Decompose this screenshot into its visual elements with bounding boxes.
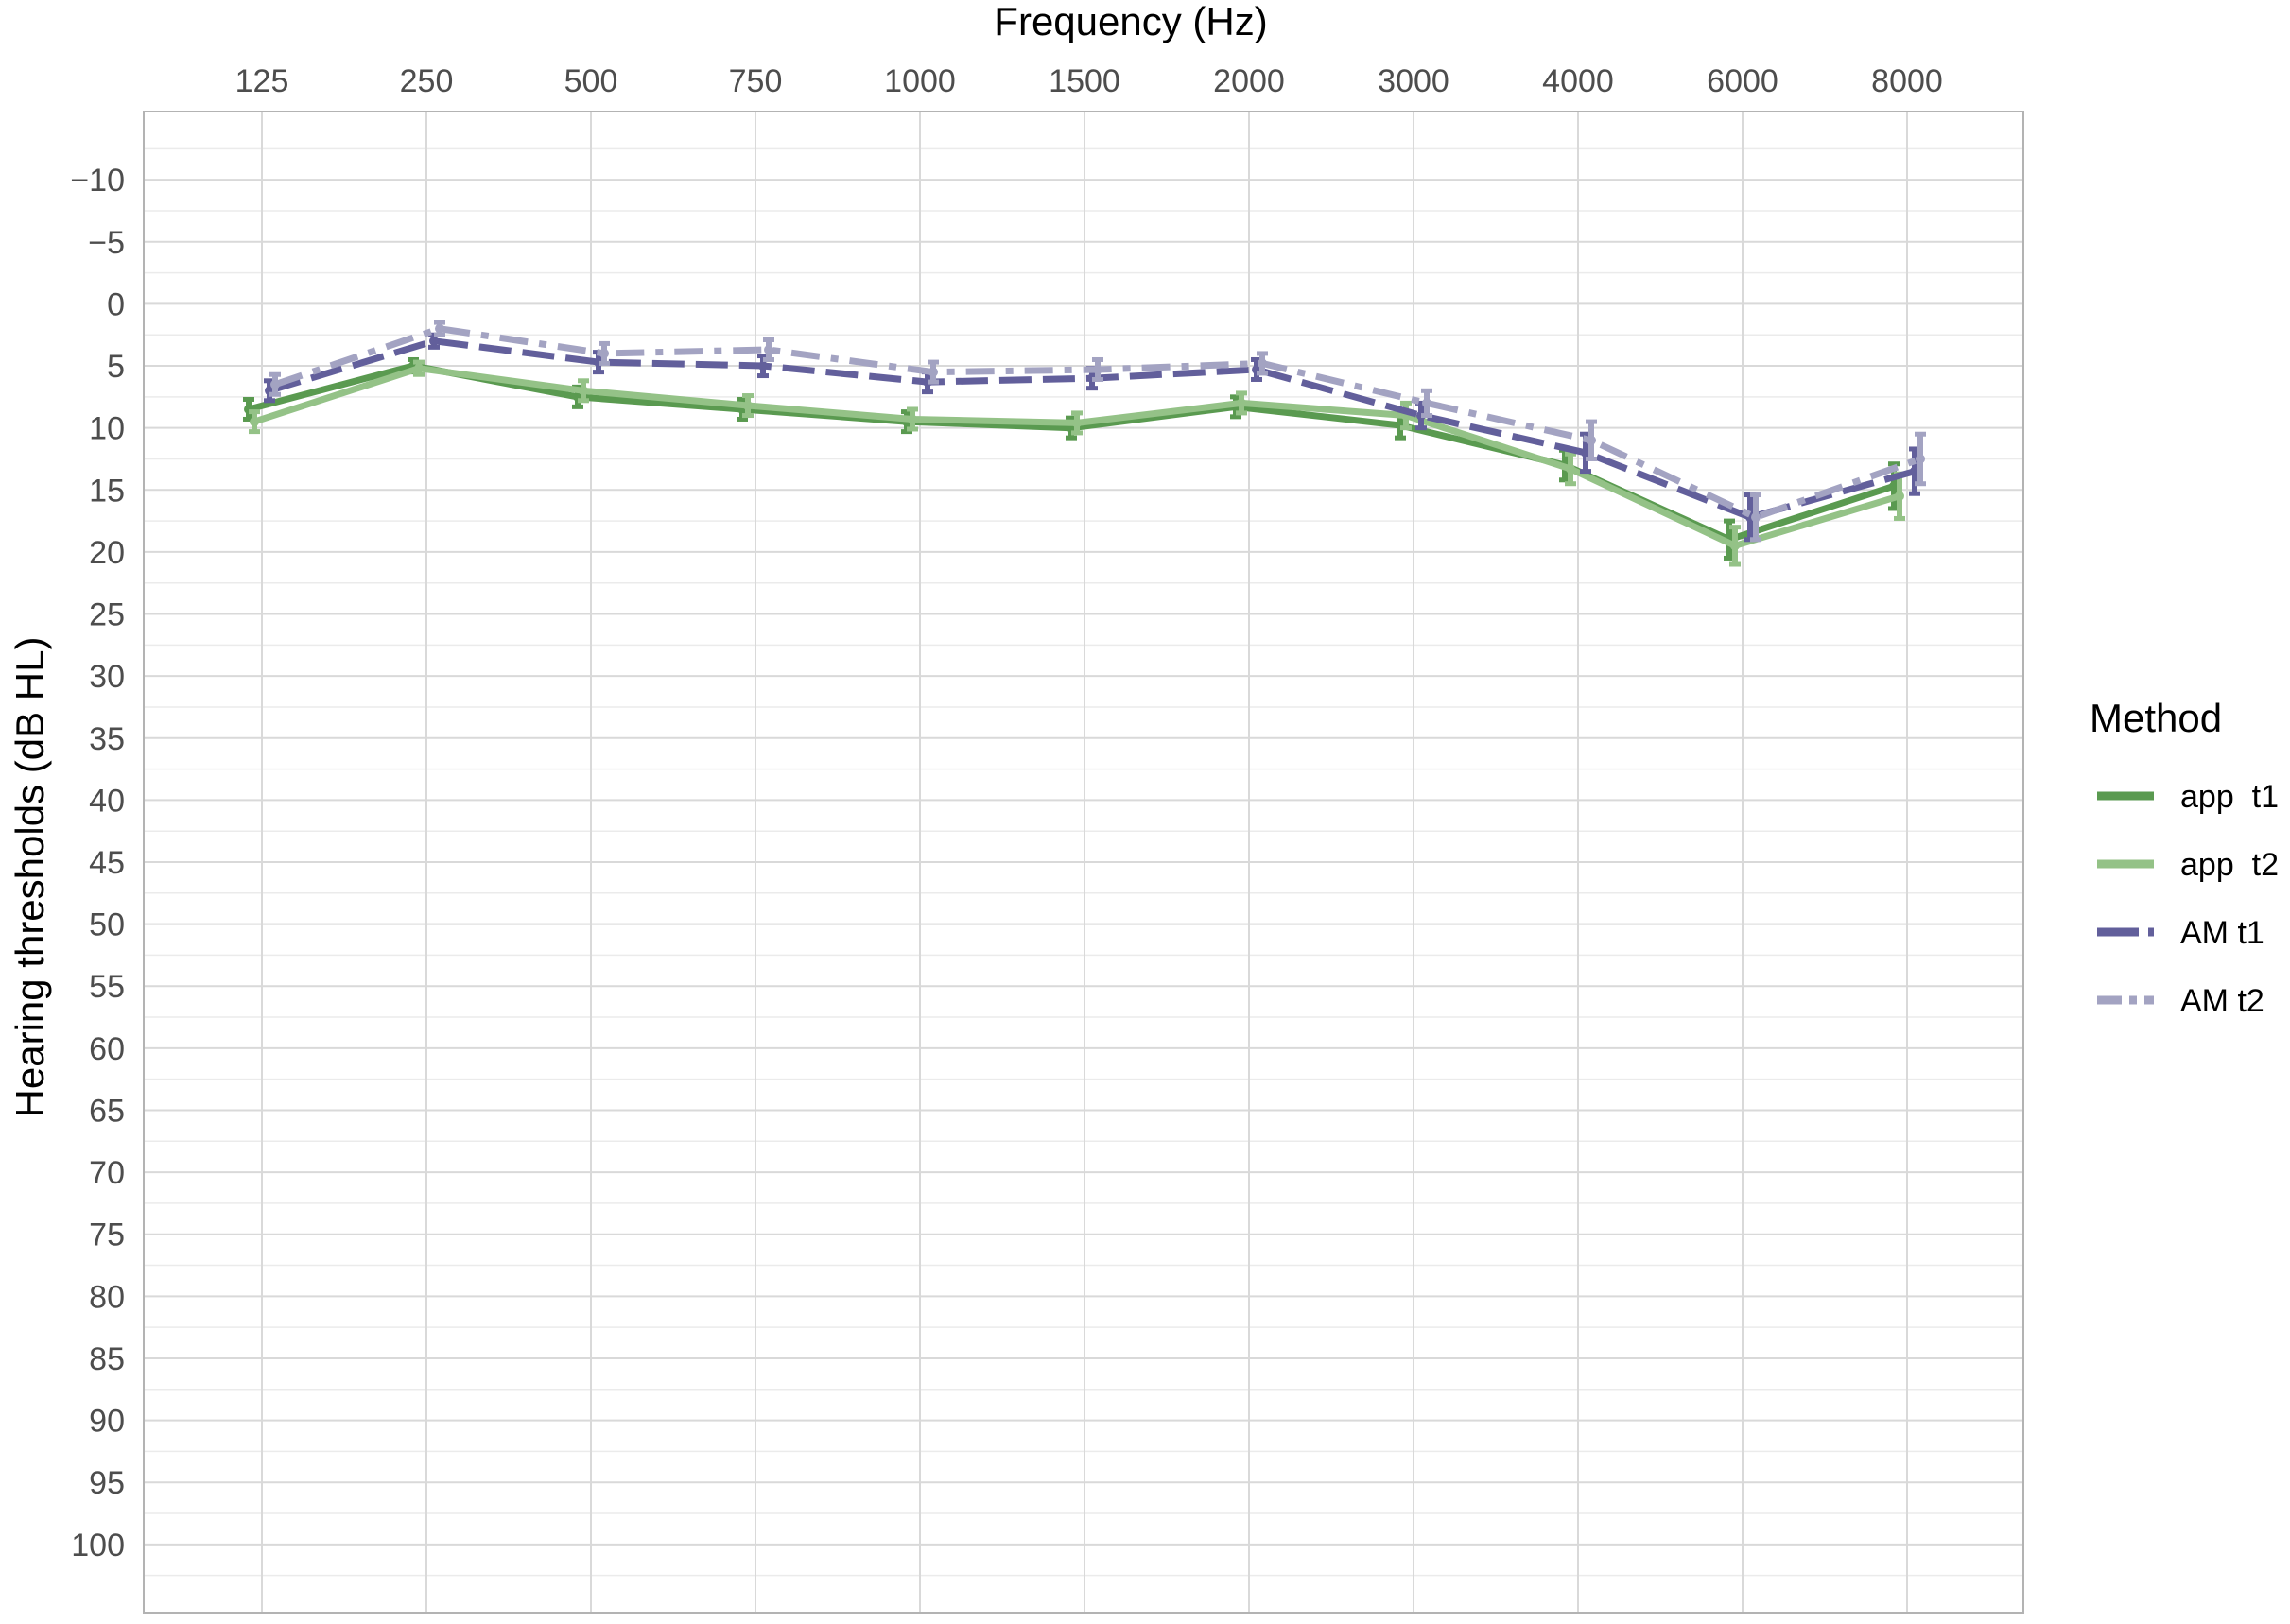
legend-label: AM t2: [2180, 983, 2264, 1019]
data-point: [1895, 491, 1904, 501]
y-tick-label: 65: [89, 1093, 125, 1129]
x-axis-title: Frequency (Hz): [994, 0, 1267, 43]
y-tick-label: 70: [89, 1155, 125, 1191]
x-tick-labels: 125 250 500 750 1000 1500 2000 3000 4000 6000 8000: [235, 63, 1943, 99]
y-tick-label: −10: [70, 163, 125, 199]
data-point: [435, 323, 444, 334]
data-point: [579, 386, 588, 396]
series-4: [269, 320, 1926, 543]
legend-item: app t2: [2097, 847, 2279, 883]
y-tick-label: 0: [107, 286, 125, 322]
y-tick-label: 90: [89, 1404, 125, 1440]
legend-title: Method: [2090, 696, 2222, 740]
data-point: [250, 417, 259, 427]
data-point: [1237, 398, 1246, 408]
x-tick-label: 1000: [884, 63, 956, 99]
plot-panel-border: [143, 111, 2024, 1614]
x-tick-label: 4000: [1542, 63, 1614, 99]
y-tick-label: 40: [89, 783, 125, 819]
series-2: [249, 359, 1905, 567]
legend-items: app t1 app t2 AM t1 AM t2: [2097, 779, 2279, 1019]
legend: Method app t1 app t2 AM t1 AM t2: [2090, 696, 2279, 1019]
data-point: [1916, 454, 1925, 464]
data-point: [764, 344, 773, 354]
y-axis-title: Hearing thresholds (dB HL): [8, 637, 52, 1118]
legend-item: AM t1: [2097, 915, 2264, 951]
y-tick-label: 75: [89, 1218, 125, 1253]
data-point: [743, 401, 753, 411]
y-tick-labels: −10 −5 0 5 10 15 20 25 30 35 40 45 50 55 60 65 70 75 80 85 9…: [70, 163, 125, 1564]
legend-label: app t1: [2180, 779, 2279, 815]
series-layer: [243, 320, 1926, 567]
y-tick-label: 95: [89, 1465, 125, 1501]
data-point: [908, 414, 917, 424]
y-tick-label: 15: [89, 473, 125, 509]
data-point: [270, 379, 280, 389]
y-tick-label: 35: [89, 721, 125, 757]
data-point: [758, 361, 768, 371]
data-point: [1587, 435, 1596, 445]
y-tick-label: −5: [88, 225, 125, 261]
y-tick-label: 85: [89, 1341, 125, 1377]
x-tick-label: 1500: [1049, 63, 1120, 99]
data-point: [1889, 481, 1899, 492]
data-point: [1566, 463, 1575, 474]
legend-label: AM t1: [2180, 915, 2264, 951]
data-point: [928, 367, 938, 377]
legend-item: app t1: [2097, 779, 2279, 815]
legend-item: AM t2: [2097, 983, 2264, 1019]
x-tick-label: 250: [400, 63, 454, 99]
major-gridlines: [144, 112, 2023, 1613]
y-tick-label: 45: [89, 845, 125, 881]
data-point: [1751, 512, 1761, 523]
data-point: [414, 363, 424, 373]
data-point: [599, 348, 609, 358]
data-point: [1258, 358, 1267, 369]
data-point: [1910, 466, 1919, 476]
data-point: [1581, 447, 1590, 458]
data-point: [1730, 541, 1740, 551]
data-point: [1093, 364, 1102, 374]
x-tick-label: 125: [235, 63, 289, 99]
x-tick-label: 3000: [1378, 63, 1449, 99]
x-tick-label: 8000: [1871, 63, 1943, 99]
y-tick-label: 55: [89, 969, 125, 1005]
data-point: [429, 336, 439, 346]
y-tick-label: 80: [89, 1279, 125, 1315]
y-tick-label: 20: [89, 535, 125, 571]
x-tick-label: 2000: [1213, 63, 1285, 99]
y-tick-label: 30: [89, 659, 125, 695]
data-point: [1422, 398, 1431, 408]
data-point: [1072, 418, 1082, 428]
y-tick-label: 60: [89, 1031, 125, 1067]
x-tick-label: 500: [564, 63, 618, 99]
x-tick-label: 750: [729, 63, 783, 99]
x-tick-label: 6000: [1707, 63, 1778, 99]
y-tick-label: 25: [89, 597, 125, 633]
legend-label: app t2: [2180, 847, 2279, 883]
y-tick-label: 10: [89, 411, 125, 447]
y-tick-label: 50: [89, 907, 125, 943]
y-tick-label: 100: [71, 1528, 125, 1564]
y-tick-label: 5: [107, 349, 125, 385]
